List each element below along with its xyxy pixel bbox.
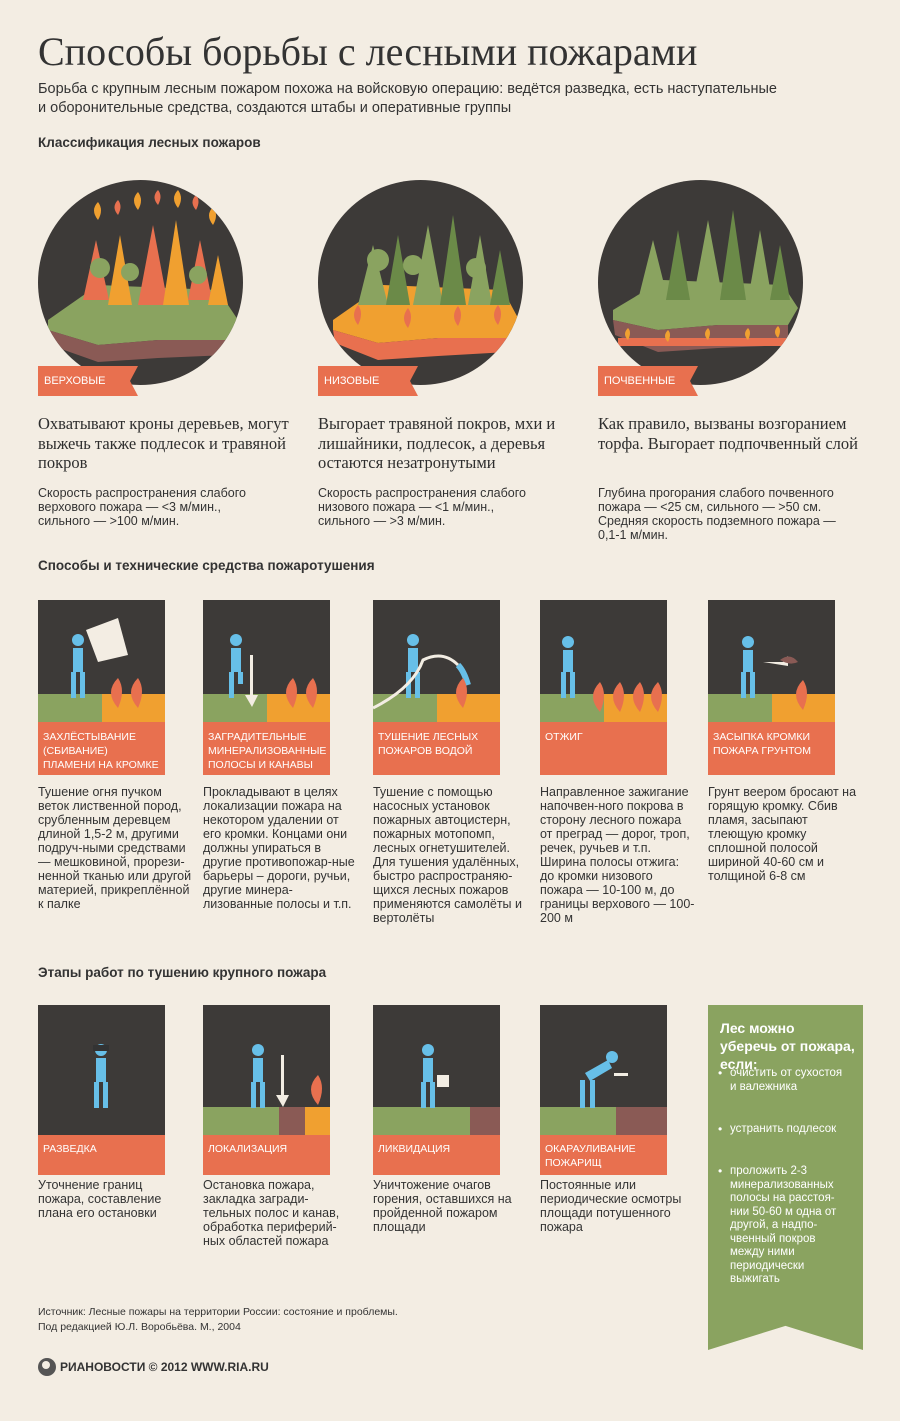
stage-text-liquidation: Уничтожение очагов горения, оставшихся н… xyxy=(373,1178,512,1234)
ground-fire-illustration xyxy=(318,180,523,385)
source-line-1: Источник: Лесные пожары на территории Ро… xyxy=(38,1306,398,1318)
stage-panel-reconnaissance: Разведка xyxy=(38,1005,165,1175)
stage-panel-liquidation: Ликвидация xyxy=(373,1005,500,1175)
lead-text: Борьба с крупным лесным пожаром похожа н… xyxy=(38,81,777,116)
method-text-backfire: Направленное зажигание напочвен-ного пок… xyxy=(540,785,695,925)
crown-fire-description: Охватывают кроны деревьев, могут выжечь … xyxy=(38,414,289,472)
method-label-beating: Захлёстывание (сбивание) пламени на кром… xyxy=(43,731,159,775)
crown-fire-details: Скорость распространения слабого верхово… xyxy=(38,486,246,528)
peat-fire-illustration xyxy=(598,180,803,385)
logo-text: РИАНОВОСТИ © 2012 WWW.RIA.RU xyxy=(60,1360,269,1374)
stage-label-liquidation: Ликвидация xyxy=(378,1143,451,1155)
peat-fire-details: Глубина прогорания слабого почвенного по… xyxy=(598,486,836,542)
method-text-water: Тушение с помощью насосных установок пож… xyxy=(373,785,522,925)
method-label-soil: Засыпка кромки пожара грунтом xyxy=(713,731,811,757)
globe-icon xyxy=(38,1358,56,1376)
method-panel-water: Тушение лесных пожаров водой xyxy=(373,600,500,775)
classification-heading: Классификация лесных пожаров xyxy=(38,135,261,150)
ground-fire-label: низовые xyxy=(318,366,418,396)
page-title: Способы борьбы с лесными пожарами xyxy=(38,29,698,74)
stage-label-reconnaissance: Разведка xyxy=(43,1143,97,1155)
stages-heading: Этапы работ по тушению крупного пожара xyxy=(38,965,327,980)
stage-panel-patrol: Окарауливание пожарищ xyxy=(540,1005,667,1175)
crown-fire-illustration xyxy=(38,180,243,385)
method-text-soil: Грунт веером бросают на горящую кромку. … xyxy=(708,785,857,883)
crown-fire-label: верховые xyxy=(38,366,138,396)
method-panel-soil: Засыпка кромки пожара грунтом xyxy=(708,600,835,775)
source-line-2: Под редакцией Ю.Л. Воробьёва. М., 2004 xyxy=(38,1321,241,1333)
ground-fire-details: Скорость распространения слабого низовог… xyxy=(318,486,526,528)
prevention-tips-heading: Лес можно уберечь от пожара, если: xyxy=(720,1020,855,1072)
stage-text-localization: Остановка пожара, закладка загради-тельн… xyxy=(203,1178,340,1248)
method-panel-barriers: Заградительные минерализованные полосы и… xyxy=(203,600,330,775)
method-panel-backfire: Отжиг xyxy=(540,600,667,775)
stage-panel-localization: Локализация xyxy=(203,1005,330,1175)
peat-fire-description: Как правило, вызваны возгоранием торфа. … xyxy=(598,414,858,453)
ground-fire-description: Выгорает травяной покров, мхи и лишайник… xyxy=(318,414,556,472)
peat-fire-label: почвенные xyxy=(598,366,698,396)
method-text-barriers: Прокладывают в целях локализации пожара … xyxy=(203,785,355,911)
stage-text-patrol: Постоянные или периодические осмотры пло… xyxy=(540,1178,682,1234)
method-label-water: Тушение лесных пожаров водой xyxy=(378,731,479,757)
ria-logo: РИАНОВОСТИ © 2012 WWW.RIA.RU xyxy=(38,1358,269,1376)
source-note: Источник: Лесные пожары на территории Ро… xyxy=(38,1305,398,1335)
method-text-beating: Тушение огня пучком веток лиственной пор… xyxy=(38,785,192,911)
stage-label-localization: Локализация xyxy=(208,1143,288,1155)
stage-text-reconnaissance: Уточнение границ пожара, составление пла… xyxy=(38,1178,162,1220)
methods-heading: Способы и технические средства пожаротуш… xyxy=(38,558,375,573)
method-label-barriers: Заградительные минерализованные полосы и… xyxy=(208,731,327,771)
method-label-backfire: Отжиг xyxy=(545,731,583,743)
prevention-tips-box: Лес можно уберечь от пожара, если: • очис… xyxy=(708,1005,863,1350)
stage-label-patrol: Окарауливание пожарищ xyxy=(545,1143,636,1169)
method-panel-beating: Захлёстывание (сбивание) пламени на кром… xyxy=(38,600,165,775)
